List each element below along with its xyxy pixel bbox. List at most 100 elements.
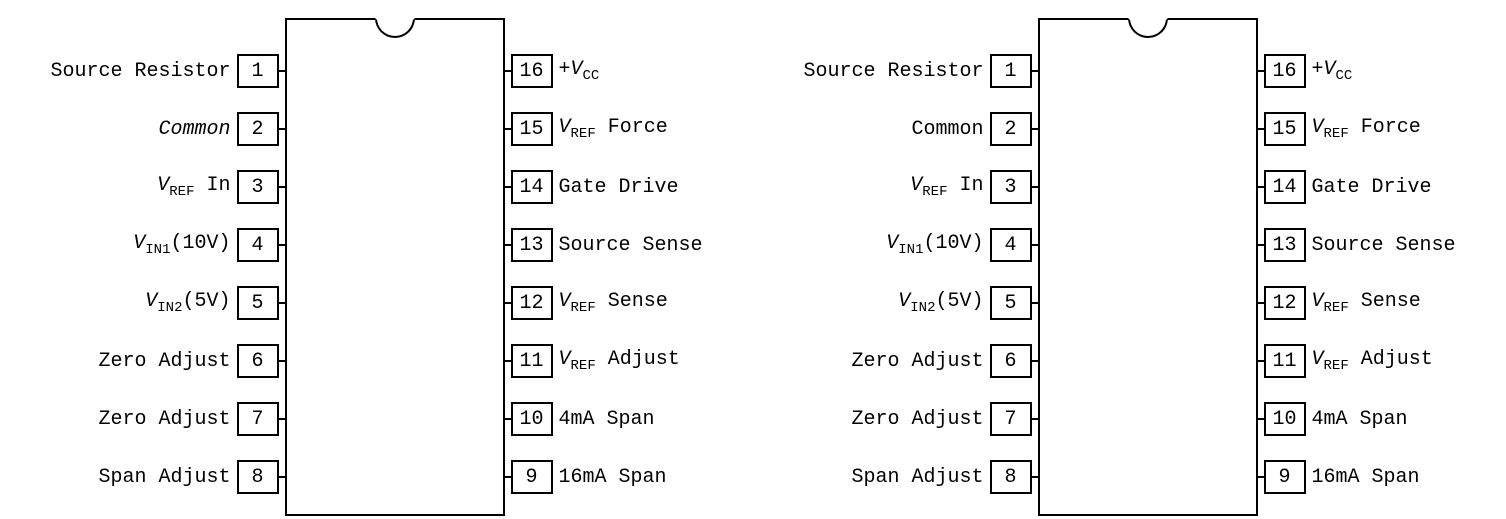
pin-row: 104mA Span <box>1258 402 1456 436</box>
pin-number-box: 4 <box>237 228 279 262</box>
pin-row: 916mA Span <box>1258 460 1456 494</box>
pin-row: 16+VCC <box>505 54 703 88</box>
pin-row: Source Resistor1 <box>50 54 284 88</box>
pin-label: Source Resistor <box>803 60 989 83</box>
pin-label: Zero Adjust <box>851 408 989 431</box>
pin-label: VREF Force <box>1306 116 1421 142</box>
pin-row: 11VREF Adjust <box>505 344 703 378</box>
pin-number-box: 10 <box>1264 402 1306 436</box>
pin-number-box: 1 <box>237 54 279 88</box>
pin-number-box: 7 <box>237 402 279 436</box>
pin-label: Zero Adjust <box>98 408 236 431</box>
pin-row: 14Gate Drive <box>1258 170 1456 204</box>
pin-number-box: 13 <box>511 228 553 262</box>
pin-number-box: 12 <box>1264 286 1306 320</box>
chip-notch-icon <box>1128 18 1168 38</box>
pin-label: VREF In <box>157 174 236 200</box>
pin-row: 11VREF Adjust <box>1258 344 1456 378</box>
pin-row: VIN1(10V)4 <box>803 228 1037 262</box>
pin-row: 15VREF Force <box>1258 112 1456 146</box>
pin-label: VREF Sense <box>1306 290 1421 316</box>
pin-label: VIN1(10V) <box>886 232 989 258</box>
pin-row: 13Source Sense <box>1258 228 1456 262</box>
pin-row: Common2 <box>50 112 284 146</box>
pin-label: Gate Drive <box>1306 176 1432 199</box>
pin-row: VIN2(5V)5 <box>50 286 284 320</box>
pin-label: +VCC <box>1306 58 1353 84</box>
chip-2-left-col: Source Resistor1 Common2 VREF In3 VIN1(1… <box>803 18 1037 494</box>
chip-2-right-col: 16+VCC 15VREF Force 14Gate Drive 13Sourc… <box>1258 18 1456 494</box>
pin-label: +VCC <box>553 58 600 84</box>
pin-row: 15VREF Force <box>505 112 703 146</box>
pin-row: 12VREF Sense <box>1258 286 1456 320</box>
chip-2: Source Resistor1 Common2 VREF In3 VIN1(1… <box>803 18 1455 516</box>
chip-body <box>285 18 505 516</box>
pin-label: Span Adjust <box>98 466 236 489</box>
pin-number-box: 3 <box>990 170 1032 204</box>
pin-label: VIN2(5V) <box>898 290 989 316</box>
chip-body <box>1038 18 1258 516</box>
pin-number-box: 16 <box>511 54 553 88</box>
pin-label: VREF Adjust <box>1306 348 1433 374</box>
pin-row: Zero Adjust7 <box>50 402 284 436</box>
pin-label: Source Sense <box>553 234 703 257</box>
pin-label: VIN2(5V) <box>145 290 236 316</box>
pin-number-box: 13 <box>1264 228 1306 262</box>
pin-label: VREF Sense <box>553 290 668 316</box>
pin-label: 4mA Span <box>1306 408 1408 431</box>
pin-row: Common2 <box>803 112 1037 146</box>
pin-number-box: 14 <box>1264 170 1306 204</box>
pin-row: VREF In3 <box>803 170 1037 204</box>
pin-row: Zero Adjust6 <box>803 344 1037 378</box>
pin-number-box: 3 <box>237 170 279 204</box>
chip-notch-icon <box>375 18 415 38</box>
pin-label: VREF In <box>910 174 989 200</box>
pin-row: Span Adjust8 <box>803 460 1037 494</box>
pin-number-box: 16 <box>1264 54 1306 88</box>
pin-number-box: 14 <box>511 170 553 204</box>
chip-1: Source Resistor1 Common2 VREF In3 VIN1(1… <box>50 18 702 516</box>
pin-number-box: 2 <box>237 112 279 146</box>
pin-number-box: 2 <box>990 112 1032 146</box>
pin-label: Source Resistor <box>50 60 236 83</box>
pin-label: Common <box>911 118 989 141</box>
pin-label: VIN1(10V) <box>133 232 236 258</box>
pin-label: VREF Adjust <box>553 348 680 374</box>
pin-row: VIN1(10V)4 <box>50 228 284 262</box>
pin-number-box: 1 <box>990 54 1032 88</box>
chip-1-left-col: Source Resistor1 Common2 VREF In3 VIN1(1… <box>50 18 284 494</box>
pin-label: Source Sense <box>1306 234 1456 257</box>
pin-row: Zero Adjust6 <box>50 344 284 378</box>
pin-label: 4mA Span <box>553 408 655 431</box>
pin-label: Common <box>158 118 236 141</box>
pin-row: 916mA Span <box>505 460 703 494</box>
pin-number-box: 8 <box>990 460 1032 494</box>
pin-label: Span Adjust <box>851 466 989 489</box>
pin-row: 12VREF Sense <box>505 286 703 320</box>
pin-row: 104mA Span <box>505 402 703 436</box>
pin-label: Zero Adjust <box>98 350 236 373</box>
pin-number-box: 7 <box>990 402 1032 436</box>
pin-number-box: 10 <box>511 402 553 436</box>
pin-row: Span Adjust8 <box>50 460 284 494</box>
chip-1-right-col: 16+VCC 15VREF Force 14Gate Drive 13Sourc… <box>505 18 703 494</box>
pin-row: 14Gate Drive <box>505 170 703 204</box>
pin-row: VIN2(5V)5 <box>803 286 1037 320</box>
pin-number-box: 9 <box>511 460 553 494</box>
pin-number-box: 9 <box>1264 460 1306 494</box>
pin-number-box: 5 <box>990 286 1032 320</box>
pin-row: 13Source Sense <box>505 228 703 262</box>
pin-label: 16mA Span <box>1306 466 1420 489</box>
pin-number-box: 15 <box>511 112 553 146</box>
pin-row: 16+VCC <box>1258 54 1456 88</box>
pin-label: VREF Force <box>553 116 668 142</box>
pin-label: 16mA Span <box>553 466 667 489</box>
pin-number-box: 6 <box>990 344 1032 378</box>
pin-label: Gate Drive <box>553 176 679 199</box>
pin-label: Zero Adjust <box>851 350 989 373</box>
pin-number-box: 11 <box>511 344 553 378</box>
pin-row: Zero Adjust7 <box>803 402 1037 436</box>
page: Source Resistor1 Common2 VREF In3 VIN1(1… <box>0 0 1506 519</box>
pin-number-box: 11 <box>1264 344 1306 378</box>
pin-number-box: 12 <box>511 286 553 320</box>
